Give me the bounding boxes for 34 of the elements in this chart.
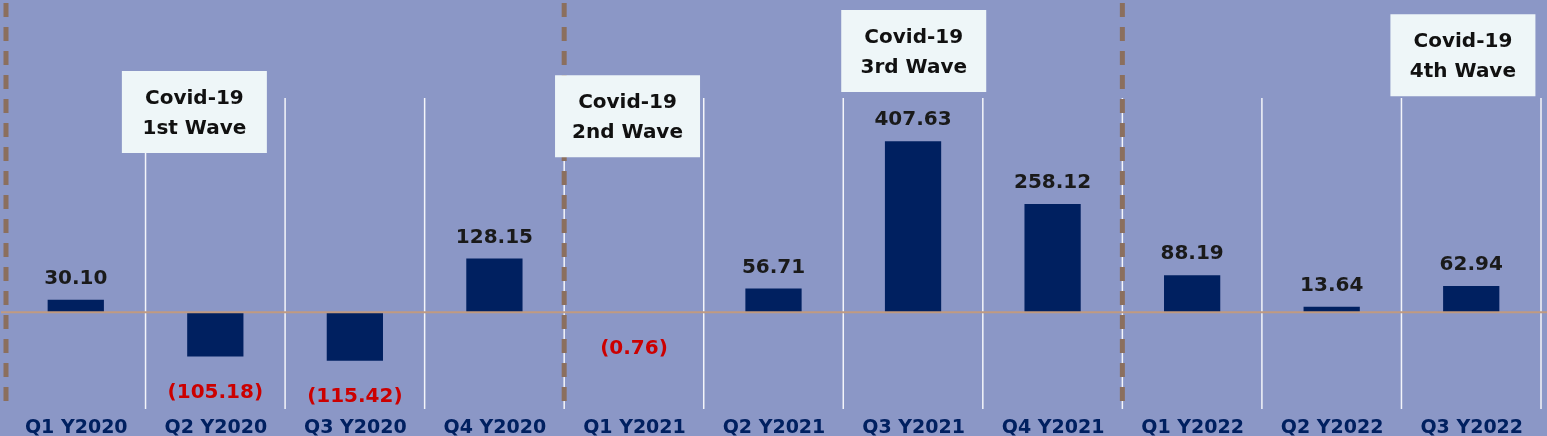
data-label: 88.19: [1160, 240, 1224, 265]
x-tick-label: Q2 Y2020: [164, 414, 268, 436]
bar: [187, 312, 244, 357]
x-tick-label: Q3 Y2022: [1420, 414, 1524, 436]
x-tick-label: Q4 Y2021: [1001, 414, 1105, 436]
data-label: (0.76): [600, 334, 668, 359]
bar: [466, 258, 523, 313]
x-tick-label: Q3 Y2020: [304, 414, 407, 436]
annotation: Covid-19 4th Wave: [1409, 28, 1516, 83]
annotation: Covid-19 1st Wave: [142, 85, 247, 139]
x-tick-label: Q4 Y2020: [443, 414, 547, 436]
x-tick-label: Q1 Y2020: [24, 414, 128, 436]
x-tick-label: Q1 Y2022: [1141, 414, 1244, 436]
x-tick-label: Q2 Y2021: [722, 414, 826, 436]
bar: [1164, 275, 1221, 313]
data-label: (105.18): [167, 378, 264, 403]
annotation: Covid-19 3rd Wave: [860, 23, 967, 78]
annotation: Covid-19 2nd Wave: [572, 89, 683, 144]
bar: [326, 312, 383, 361]
data-label: 128.15: [455, 223, 533, 248]
bar: [1024, 204, 1081, 313]
bar: [884, 141, 942, 313]
data-label: 13.64: [1300, 271, 1364, 296]
data-label: (115.42): [307, 382, 403, 407]
data-label: 407.63: [874, 106, 952, 131]
x-tick-label: Q3 Y2021: [862, 414, 965, 436]
bar: [1443, 285, 1500, 313]
bar: [745, 288, 802, 313]
x-tick-label: Q1 Y2021: [583, 414, 686, 436]
data-label: 62.94: [1439, 250, 1503, 275]
x-tick-label: Q2 Y2022: [1280, 414, 1384, 436]
data-label: 30.10: [44, 264, 108, 289]
data-label: 258.12: [1014, 169, 1092, 194]
data-label: 56.71: [741, 253, 806, 278]
